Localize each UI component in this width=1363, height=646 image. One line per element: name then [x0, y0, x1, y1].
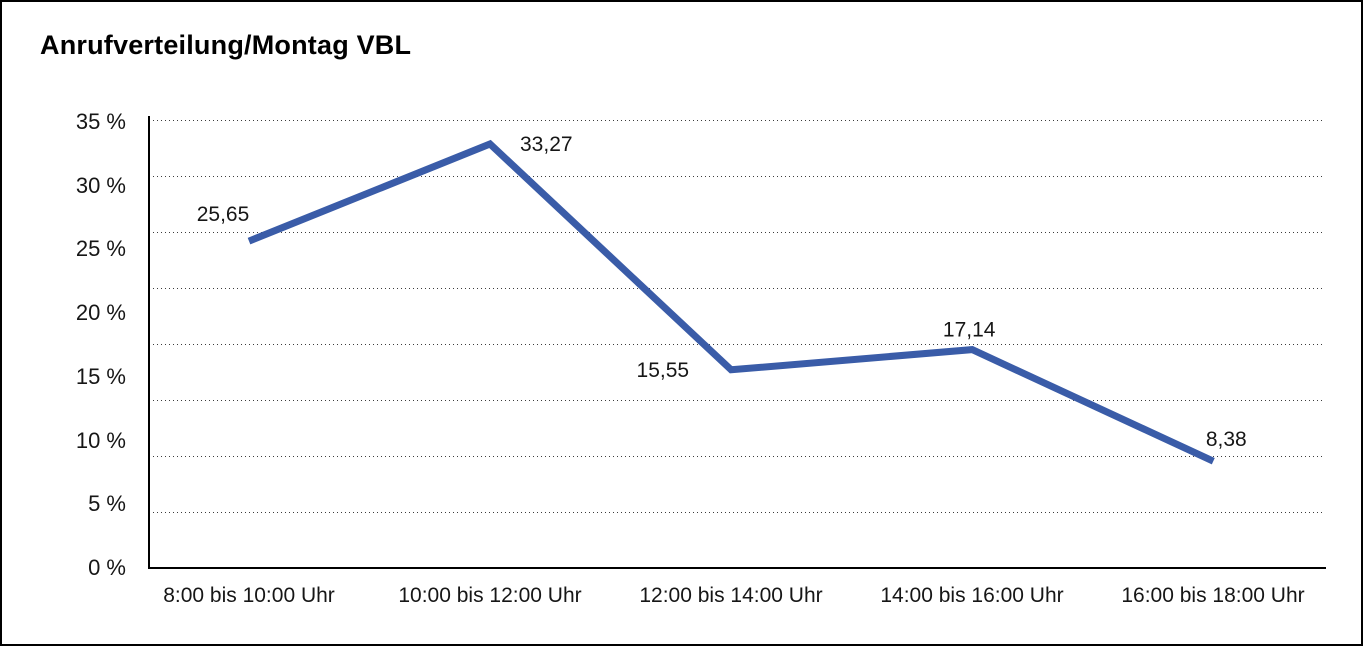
- x-axis-tick-label: 14:00 bis 16:00 Uhr: [880, 584, 1064, 607]
- plot-area: [149, 120, 1325, 569]
- y-axis-tick-label: 5 %: [88, 491, 126, 516]
- y-axis-tick-label: 10 %: [75, 428, 126, 453]
- horizontal-gridline: [149, 120, 1325, 121]
- data-point-label: 17,14: [943, 319, 996, 342]
- y-axis-tick-label: 15 %: [75, 364, 126, 389]
- data-point-label: 25,65: [197, 203, 250, 226]
- y-axis-tick-label: 25 %: [75, 236, 126, 261]
- data-series-layer: 25,65 33,27 15,55 17,14 8,38: [197, 133, 1247, 465]
- x-axis-tick-label: 8:00 bis 10:00 Uhr: [163, 584, 335, 607]
- horizontal-gridline: [149, 176, 1325, 177]
- horizontal-gridline: [149, 400, 1325, 401]
- data-point-label: 8,38: [1206, 428, 1247, 451]
- y-axis-tick-label: 35 %: [75, 109, 126, 134]
- x-axis-tick-label: 10:00 bis 12:00 Uhr: [398, 584, 582, 607]
- y-axis-line: [148, 116, 150, 569]
- horizontal-gridline: [149, 344, 1325, 345]
- data-point-label: 15,55: [637, 359, 690, 382]
- horizontal-gridline: [149, 512, 1325, 513]
- horizontal-gridline: [149, 456, 1325, 457]
- y-axis-tick-label: 0 %: [88, 555, 126, 580]
- chart-title: Anrufverteilung/Montag VBL: [40, 30, 412, 60]
- y-axis-tick-label: 30 %: [75, 173, 126, 198]
- data-point-label: 33,27: [520, 133, 573, 156]
- horizontal-gridline: [149, 232, 1325, 233]
- x-axis-line: [149, 567, 1326, 569]
- y-axis-tick-label: 20 %: [75, 300, 126, 325]
- data-line-series: [247, 139, 1215, 465]
- x-axis-tick-label: 12:00 bis 14:00 Uhr: [639, 584, 823, 607]
- x-axis-tick-label: 16:00 bis 18:00 Uhr: [1121, 584, 1305, 607]
- horizontal-gridline: [149, 288, 1325, 289]
